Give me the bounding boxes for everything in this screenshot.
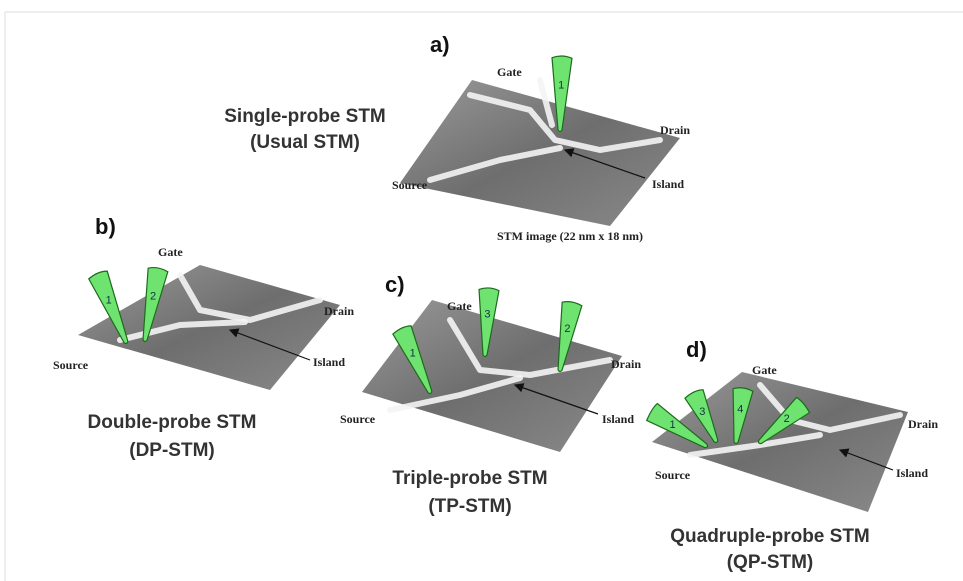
panel-letter: a) (430, 32, 450, 57)
region-label: Drain (324, 304, 354, 318)
panel-letter: c) (385, 272, 405, 297)
panel-title: (DP-STM) (129, 440, 214, 461)
panel-title: Quadruple-probe STM (670, 526, 870, 547)
probe-number: 4 (737, 404, 743, 416)
region-label: Gate (497, 65, 522, 79)
panel-title: (TP-STM) (428, 496, 511, 517)
region-label: Island (896, 466, 928, 480)
region-label: Drain (611, 357, 641, 371)
panel-title: Double-probe STM (88, 412, 257, 433)
probe-number: 1 (410, 347, 416, 359)
probe-number: 1 (558, 79, 564, 91)
region-label: Island (652, 177, 684, 191)
region-label: Source (392, 178, 428, 192)
region-label: Island (602, 412, 634, 426)
region-label: Source (53, 358, 89, 372)
region-label: Drain (908, 417, 938, 431)
probe-number: 2 (150, 291, 156, 303)
region-label: Source (655, 468, 691, 482)
panel-letter: b) (95, 214, 116, 239)
region-label: Island (313, 355, 345, 369)
probe-number: 1 (669, 419, 675, 431)
region-label: Drain (660, 123, 690, 137)
probe-number: 3 (699, 406, 705, 418)
panel-title: Triple-probe STM (392, 468, 547, 489)
probe-number: 2 (784, 413, 790, 425)
region-label: Gate (447, 299, 472, 313)
panel-title: (Usual STM) (250, 132, 360, 153)
panel-letter: d) (686, 337, 707, 362)
panel-title: (QP-STM) (727, 552, 814, 573)
region-label: Gate (752, 363, 777, 377)
figure: a) Single-probe STM (Usual STM) Gate Drain So… (0, 0, 963, 581)
panel-title: Single-probe STM (224, 106, 386, 127)
probe-number: 1 (106, 294, 112, 306)
region-label: Source (340, 412, 376, 426)
probe-number: 2 (564, 323, 570, 335)
region-label: Gate (158, 245, 183, 259)
probe-number: 3 (484, 309, 490, 321)
image-caption: STM image (22 nm x 18 nm) (497, 229, 643, 243)
